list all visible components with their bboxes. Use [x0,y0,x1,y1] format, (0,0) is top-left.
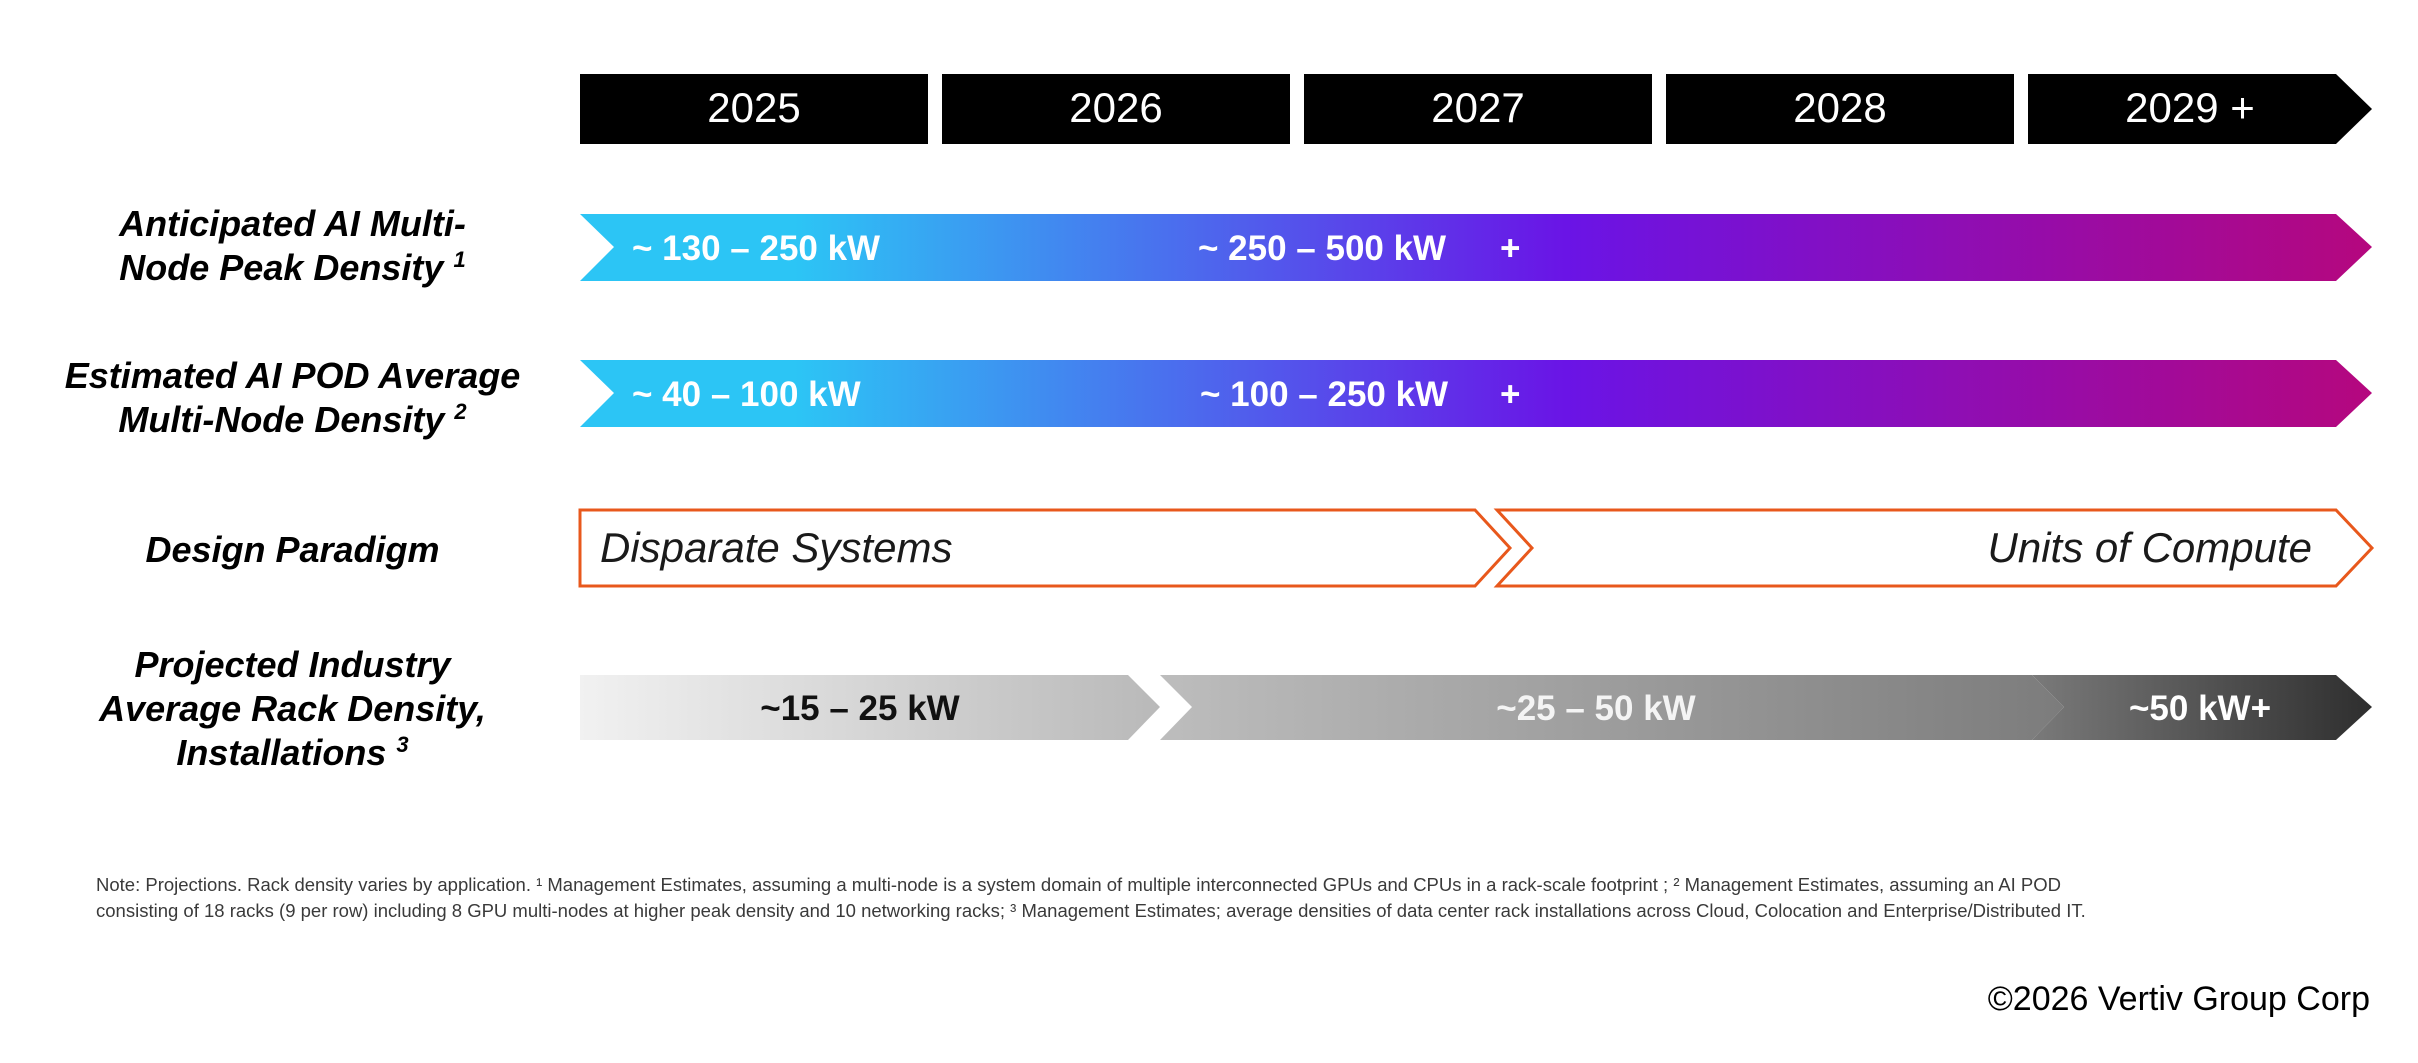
year-label: 2028 [1793,84,1886,131]
year-2025: 2025 [580,74,928,144]
pod-density-segment-1: ~ 40 – 100 kW [632,375,861,414]
row-label-line: Installations 3 [20,731,565,775]
paradigm-disparate-label: Disparate Systems [600,524,952,571]
rack-density-chevron-2 [1160,675,2064,740]
year-label: 2025 [707,84,800,131]
design-paradigm-arrows: Disparate Systems Units of Compute [578,508,2375,588]
year-2028: 2028 [1666,74,2014,144]
footnote-marker: 1 [453,247,466,272]
row-label-line: Design Paradigm [145,529,440,570]
paradigm-units-label: Units of Compute [1988,524,2312,571]
rack-density-segment-3: ~50 kW+ [2129,689,2271,728]
year-label: 2026 [1069,84,1162,131]
row-label-line: Node Peak Density 1 [20,246,565,290]
pod-density-segment-2: ~ 100 – 250 kW [1200,375,1448,414]
rack-density-arrows: ~15 – 25 kW ~25 – 50 kW ~50 kW+ [580,675,2372,740]
year-header: 2025 2026 2027 2028 2029 + [580,74,2372,144]
rack-density-segment-1: ~15 – 25 kW [760,689,959,728]
peak-density-arrow: ~ 130 – 250 kW ~ 250 – 500 kW + [580,214,2372,281]
footnote-marker: 3 [396,732,409,757]
year-2026: 2026 [942,74,1290,144]
row-label-design-paradigm: Design Paradigm [20,528,565,572]
row-label-text: Installations [176,732,387,773]
paradigm-arrow-disparate [578,508,1513,588]
rack-density-segment-2: ~25 – 50 kW [1496,689,1695,728]
row-label-text: Node Peak Density [119,247,444,288]
row-label-text: Multi-Node Density [118,399,445,440]
peak-density-segment-2: ~ 250 – 500 kW [1198,229,1446,268]
row-label-line: Projected Industry [134,644,451,685]
footnote-marker: 2 [454,399,467,424]
year-label: 2027 [1431,84,1524,131]
note-line: Note: Projections. Rack density varies b… [96,874,2061,895]
pod-density-arrow: ~ 40 – 100 kW ~ 100 – 250 kW + [580,360,2372,427]
note-line: consisting of 18 racks (9 per row) inclu… [96,900,2086,921]
peak-density-segment-1: ~ 130 – 250 kW [632,229,880,268]
row-label-line: Average Rack Density, [99,688,486,729]
row-label-rack-density: Projected Industry Average Rack Density,… [20,643,565,775]
row-label-line: Estimated AI POD Average [64,355,521,396]
rack-density-chevron-3 [2032,675,2372,740]
rack-density-chevron-1 [580,675,1160,740]
copyright: ©2026 Vertiv Group Corp [1987,980,2370,1018]
row-label-line: Anticipated AI Multi- [119,203,466,244]
paradigm-arrow-units [1493,508,2375,588]
row-label-peak-density: Anticipated AI Multi- Node Peak Density … [20,202,565,290]
year-2029-plus: 2029 + [2028,74,2372,144]
pod-density-plus: + [1500,375,1520,414]
row-label-pod-density: Estimated AI POD Average Multi-Node Dens… [20,354,565,442]
year-2027: 2027 [1304,74,1652,144]
footnote-note: Note: Projections. Rack density varies b… [96,872,2396,924]
row-label-line: Multi-Node Density 2 [20,398,565,442]
peak-density-plus: + [1500,229,1520,268]
year-label: 2029 + [2125,84,2255,131]
